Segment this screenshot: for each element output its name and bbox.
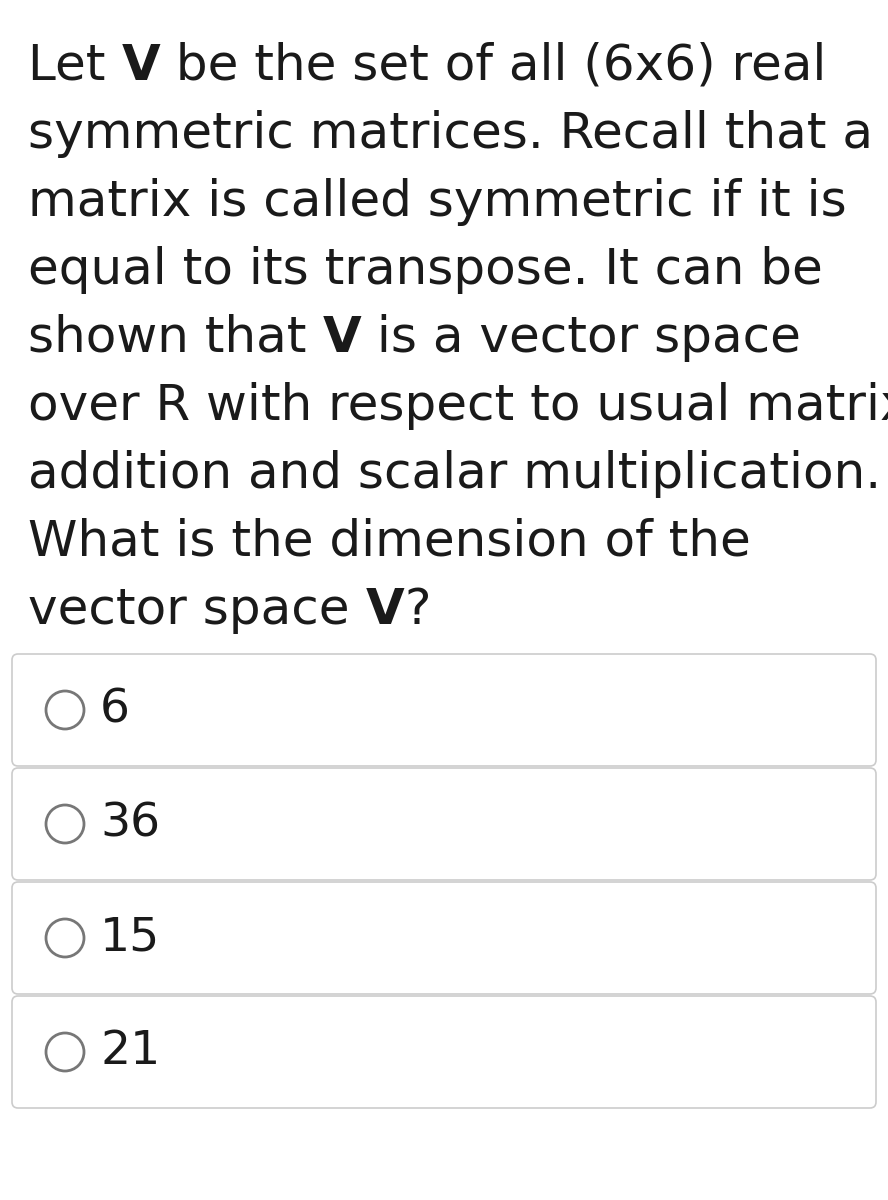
Text: What is the dimension of the: What is the dimension of the — [28, 518, 750, 566]
Text: 21: 21 — [100, 1030, 160, 1074]
Text: vector space: vector space — [28, 586, 365, 634]
Text: 15: 15 — [100, 916, 160, 960]
Text: addition and scalar multiplication.: addition and scalar multiplication. — [28, 450, 881, 498]
Text: V: V — [365, 586, 404, 634]
Text: ?: ? — [404, 586, 431, 634]
Circle shape — [46, 919, 84, 958]
Text: matrix is called symmetric if it is: matrix is called symmetric if it is — [28, 178, 847, 226]
FancyBboxPatch shape — [12, 996, 876, 1108]
Text: over R with respect to usual matrix: over R with respect to usual matrix — [28, 382, 888, 430]
Circle shape — [46, 691, 84, 728]
FancyBboxPatch shape — [12, 654, 876, 766]
Text: V: V — [322, 314, 361, 362]
Text: V: V — [122, 42, 160, 90]
Text: be the set of all (6x6) real: be the set of all (6x6) real — [160, 42, 827, 90]
Text: shown that: shown that — [28, 314, 322, 362]
Text: Let: Let — [28, 42, 122, 90]
FancyBboxPatch shape — [12, 882, 876, 994]
Text: 36: 36 — [100, 802, 160, 846]
Text: is a vector space: is a vector space — [361, 314, 801, 362]
Circle shape — [46, 1033, 84, 1070]
FancyBboxPatch shape — [12, 768, 876, 880]
Text: 6: 6 — [100, 688, 130, 732]
Text: equal to its transpose. It can be: equal to its transpose. It can be — [28, 246, 823, 294]
Text: symmetric matrices. Recall that a: symmetric matrices. Recall that a — [28, 110, 873, 158]
Circle shape — [46, 805, 84, 842]
